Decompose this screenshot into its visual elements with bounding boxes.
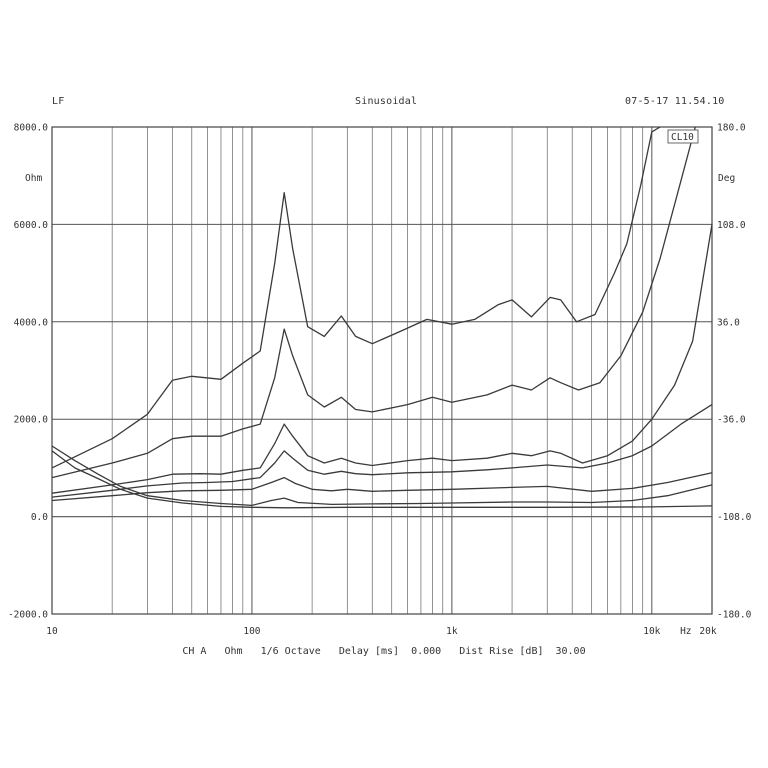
y-tick-label-left: -2000.0 bbox=[8, 610, 48, 621]
x-tick-label: 10 bbox=[46, 626, 58, 637]
y-tick-label-right: -36.0 bbox=[717, 415, 746, 426]
x-tick-label: 10k bbox=[643, 626, 660, 637]
y-axis-unit-right: Deg bbox=[718, 173, 735, 184]
x-tick-label: 1k bbox=[446, 626, 458, 637]
y-tick-label-right: -108.0 bbox=[717, 512, 752, 523]
y-axis-unit-left: Ohm bbox=[25, 173, 42, 184]
x-axis-unit: Hz bbox=[680, 626, 691, 637]
footer-bar: CH A Ohm 1/6 Octave Delay [ms] 0.000 Dist… bbox=[0, 646, 768, 657]
footer-delay-label: Delay [ms] bbox=[338, 646, 400, 657]
footer-smoothing: 1/6 Octave bbox=[260, 646, 321, 657]
y-tick-label-left: 0.0 bbox=[31, 512, 48, 523]
y-tick-label-right: -180.0 bbox=[717, 610, 752, 621]
plot-frame bbox=[51, 126, 713, 615]
series-line bbox=[51, 450, 713, 509]
footer-channel: CH A bbox=[182, 646, 207, 657]
series-line bbox=[51, 126, 696, 479]
footer-delay-value: 0.000 bbox=[411, 646, 442, 657]
legend-box: CL10 bbox=[667, 129, 699, 144]
y-tick-label-left: 6000.0 bbox=[14, 220, 49, 231]
series-line bbox=[51, 445, 713, 507]
axis-labels: 8000.0 6000.0 4000.0 2000.0 0.0 -2000.0 180.0 1… bbox=[8, 123, 752, 638]
x-tick-label: 20k bbox=[699, 626, 716, 637]
footer-unit: Ohm bbox=[224, 646, 243, 657]
y-tick-label-left: 8000.0 bbox=[14, 123, 49, 134]
footer-dist-value: 30.00 bbox=[555, 646, 586, 657]
grid bbox=[52, 126, 712, 615]
header-left: LF bbox=[52, 96, 65, 107]
series-group bbox=[51, 126, 713, 509]
legend-label: CL10 bbox=[671, 132, 694, 143]
header-timestamp: 07-5-17 11.54.10 bbox=[625, 96, 725, 107]
y-tick-label-right: 180.0 bbox=[717, 123, 746, 134]
footer-dist-label: Dist Rise [dB] bbox=[459, 646, 544, 657]
series-line bbox=[51, 126, 661, 469]
y-tick-label-left: 2000.0 bbox=[14, 415, 49, 426]
y-tick-label-right: 36.0 bbox=[717, 317, 740, 328]
x-tick-label: 100 bbox=[243, 626, 260, 637]
y-tick-label-left: 4000.0 bbox=[14, 317, 49, 328]
header-title: Sinusoidal bbox=[355, 96, 418, 107]
series-line bbox=[51, 224, 713, 494]
y-tick-label-right: 108.0 bbox=[717, 220, 746, 231]
series-line bbox=[51, 404, 713, 498]
series-line bbox=[51, 472, 713, 502]
